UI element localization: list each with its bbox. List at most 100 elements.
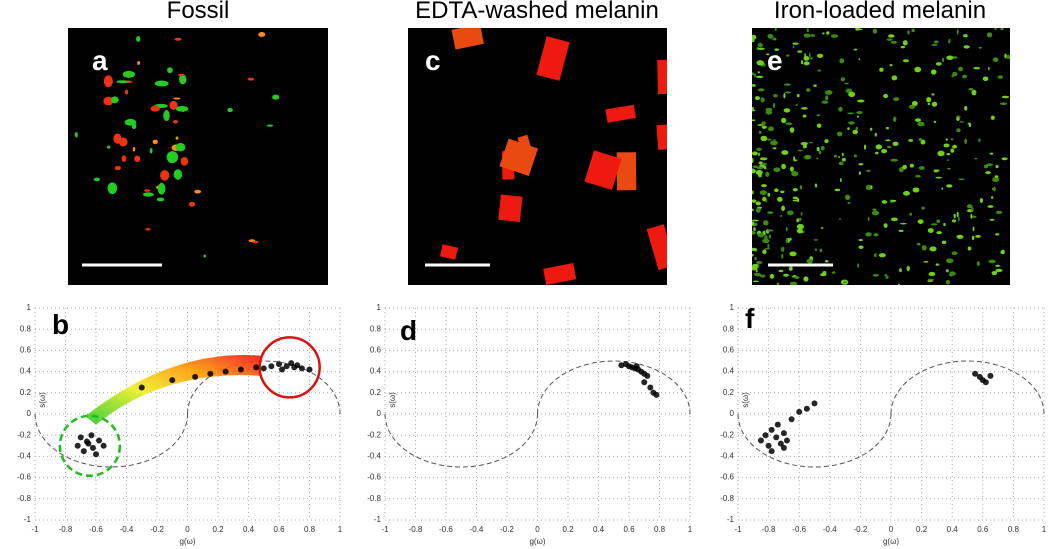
speck xyxy=(852,129,858,135)
speck xyxy=(798,217,802,221)
speck xyxy=(780,215,782,217)
speck xyxy=(765,171,770,177)
speck xyxy=(995,264,1000,267)
speck xyxy=(899,268,902,273)
speck xyxy=(950,138,954,141)
speck xyxy=(756,166,764,170)
x-tick-label: -1 xyxy=(734,525,742,534)
speck xyxy=(1000,250,1004,254)
speck xyxy=(103,75,113,88)
speck xyxy=(757,42,763,48)
speck xyxy=(853,154,857,158)
x-tick-label: -0.4 xyxy=(470,525,484,534)
speck xyxy=(755,75,764,79)
speck xyxy=(755,169,763,176)
speck xyxy=(114,166,122,171)
speck xyxy=(927,102,931,106)
speck xyxy=(788,266,793,271)
y-tick-label: 0.2 xyxy=(723,388,735,397)
speck xyxy=(839,58,845,64)
speck xyxy=(107,182,118,195)
speck xyxy=(883,223,888,228)
speck xyxy=(964,138,968,145)
speck xyxy=(758,130,762,135)
speck xyxy=(890,40,897,44)
y-tick-label: 1 xyxy=(27,303,32,312)
speck xyxy=(963,34,968,38)
speck xyxy=(824,259,829,263)
speck xyxy=(803,154,812,160)
speck xyxy=(824,90,833,95)
speck xyxy=(781,163,786,170)
speck xyxy=(797,50,803,53)
speck xyxy=(999,102,1008,105)
speck xyxy=(761,121,766,126)
scatter-point xyxy=(294,362,301,369)
speck xyxy=(946,152,951,156)
speck xyxy=(988,66,990,71)
y-axis-label: s(ω) xyxy=(741,392,750,408)
speck xyxy=(820,227,824,229)
speck xyxy=(962,74,968,79)
x-tick-label: -0.2 xyxy=(854,525,868,534)
speck xyxy=(968,122,972,128)
speck xyxy=(956,29,959,35)
speck xyxy=(757,71,761,74)
scatter-point xyxy=(633,363,640,370)
speck xyxy=(907,30,910,35)
speck xyxy=(967,246,972,251)
particle xyxy=(451,28,484,50)
particle xyxy=(616,152,637,191)
speck xyxy=(778,269,784,273)
speck xyxy=(137,61,141,66)
scatter-point xyxy=(757,437,764,444)
x-tick-label: 0 xyxy=(535,525,540,534)
reference-curve xyxy=(737,360,1045,468)
speck xyxy=(757,124,764,126)
speck xyxy=(266,124,274,127)
speck xyxy=(789,127,795,133)
speck xyxy=(912,187,920,193)
speck xyxy=(926,96,932,103)
scatter-point xyxy=(777,440,784,447)
speck xyxy=(775,55,779,60)
particle xyxy=(536,36,570,81)
speck xyxy=(886,145,892,149)
speck xyxy=(927,278,934,281)
speck xyxy=(752,72,755,76)
speck xyxy=(946,269,949,273)
speck xyxy=(945,279,950,285)
speck xyxy=(858,171,861,176)
speck xyxy=(899,222,907,225)
speck xyxy=(791,171,799,177)
panel-label: f xyxy=(745,303,755,334)
scatter-point xyxy=(237,366,244,373)
scatter-point xyxy=(192,373,199,380)
speck xyxy=(166,151,179,164)
speck xyxy=(963,45,970,49)
speck xyxy=(863,144,866,150)
speck xyxy=(774,188,779,193)
speck xyxy=(931,93,935,96)
speck xyxy=(856,111,863,115)
speck xyxy=(227,107,233,113)
particle xyxy=(543,263,577,285)
speck xyxy=(994,28,997,31)
speck xyxy=(995,210,1003,215)
speck xyxy=(914,118,922,122)
speck xyxy=(179,74,187,85)
speck xyxy=(175,105,189,112)
speck xyxy=(136,36,141,42)
speck xyxy=(978,46,982,49)
y-tick-label: 0 xyxy=(730,409,735,418)
x-tick-label: 0.2 xyxy=(916,525,928,534)
speck xyxy=(986,32,993,38)
speck xyxy=(990,115,995,120)
x-axis-label: g(ω) xyxy=(529,537,545,546)
speck xyxy=(893,116,897,122)
x-tick-label: -0.8 xyxy=(409,525,423,534)
speck xyxy=(194,189,202,194)
speck xyxy=(1006,54,1010,60)
speck xyxy=(858,245,864,249)
speck xyxy=(752,230,756,235)
